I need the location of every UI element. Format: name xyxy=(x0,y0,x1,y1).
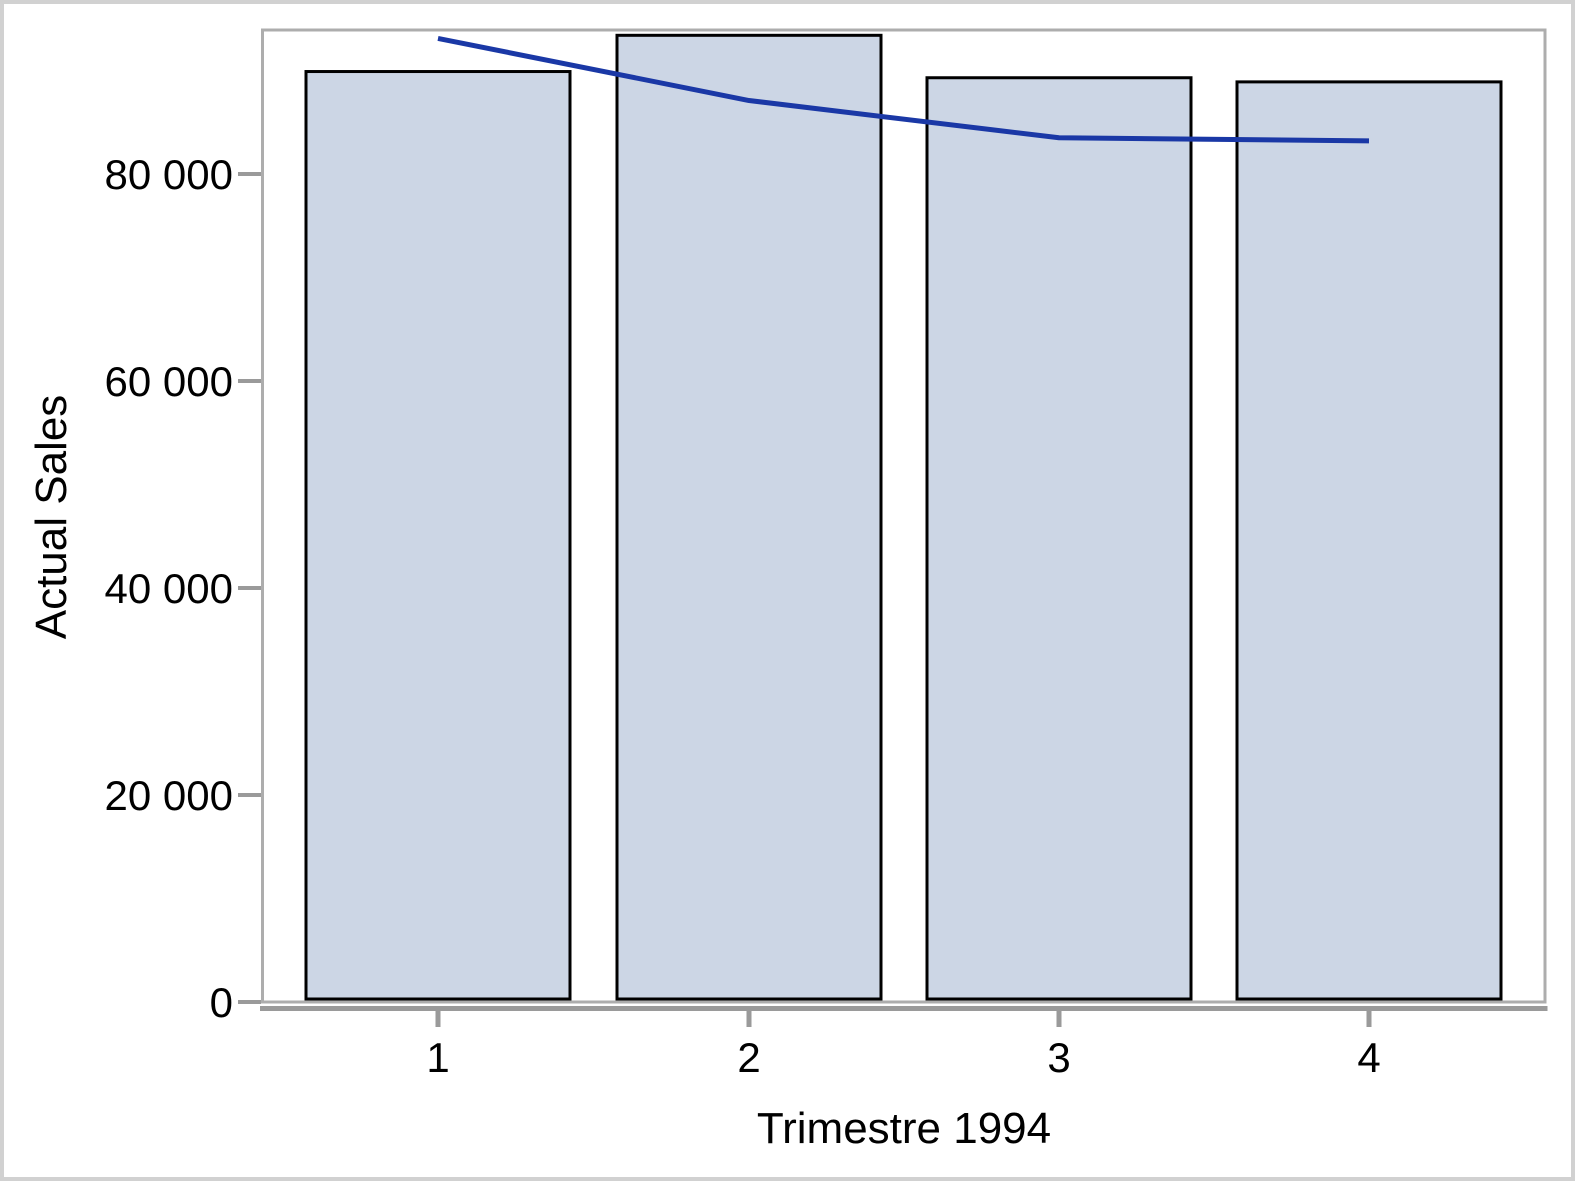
y-tick-label-0: 0 xyxy=(210,979,233,1026)
y-tick-label-40000: 40 000 xyxy=(105,565,233,612)
plot-frame-group xyxy=(260,28,1548,1011)
y-tick-label-20000: 20 000 xyxy=(105,772,233,819)
bar-quarter-3 xyxy=(925,76,1193,1001)
y-axis-title: Actual Sales xyxy=(27,395,76,640)
x-tick-label-3: 3 xyxy=(1047,1034,1070,1081)
x-tick-label-1: 1 xyxy=(426,1034,449,1081)
x-tick-label-2: 2 xyxy=(737,1034,760,1081)
tick-labels-group: 0 20 000 40 000 60 000 80 000 1 2 3 4 xyxy=(105,151,1381,1081)
trend-polyline xyxy=(437,35,1370,144)
bar-quarter-2 xyxy=(615,33,883,1001)
plot-wall-border xyxy=(261,28,1547,1004)
axis-ticks-group xyxy=(238,172,1372,1027)
x-tick-label-4: 4 xyxy=(1357,1034,1380,1081)
bar-quarter-1 xyxy=(304,70,572,1001)
bars-group xyxy=(304,33,1503,1001)
y-tick-label-80000: 80 000 xyxy=(105,151,233,198)
bar-quarter-4 xyxy=(1235,80,1503,1001)
trend-line-group xyxy=(437,35,1370,144)
y-tick-label-60000: 60 000 xyxy=(105,358,233,405)
x-axis-title: Trimestre 1994 xyxy=(757,1104,1051,1153)
